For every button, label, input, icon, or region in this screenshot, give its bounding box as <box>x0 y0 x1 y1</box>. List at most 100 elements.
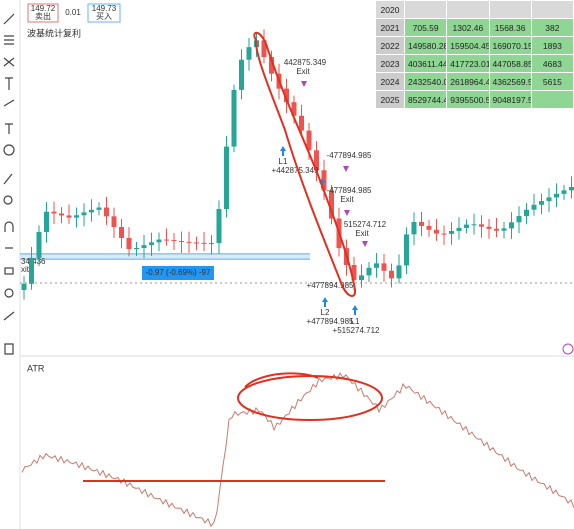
candle-body <box>426 225 432 230</box>
candle-body <box>411 221 417 235</box>
candle-body <box>194 242 199 244</box>
candle-body <box>359 275 364 281</box>
trade-label: +515274.712 <box>333 326 380 335</box>
table-cell: 2432540.02 <box>403 72 448 91</box>
table-cell: 4362569.57 <box>488 72 532 91</box>
candle-body <box>291 102 297 116</box>
candle-body <box>164 239 169 241</box>
candle-body <box>74 215 79 218</box>
buy-button[interactable] <box>87 3 121 23</box>
trade-labels: 442875.349 Exit L1 +442875.349 -477894.9… <box>272 58 387 335</box>
table-cell: 2618964.42 <box>446 72 490 91</box>
candle-body <box>381 263 387 271</box>
table-cell: 4683 <box>530 54 574 73</box>
candle-body <box>29 257 34 284</box>
candle-body <box>231 89 237 147</box>
buy-price: 149.73 <box>92 4 117 13</box>
table-row: 2020 <box>375 0 574 19</box>
stats-table: 2020 2021 705.59 1302.46 1568.36 382 2022 14958… <box>375 0 574 109</box>
measure-box <box>142 266 214 280</box>
candle-body <box>261 40 267 58</box>
candle-body <box>44 211 49 232</box>
table-cell: 705.59 <box>403 18 448 37</box>
table-cell <box>488 0 532 19</box>
buy-label: 买入 <box>96 12 112 21</box>
candle-body <box>306 130 312 151</box>
candle-body <box>479 224 484 227</box>
candle-body <box>36 231 42 258</box>
candle-body <box>246 47 252 60</box>
trade-label: 515274.712 <box>344 220 387 229</box>
candle-body <box>66 215 72 218</box>
candle-body <box>209 243 214 245</box>
candle-body <box>471 224 477 226</box>
table-cell: 2025 <box>375 90 405 109</box>
table-cell <box>530 0 574 19</box>
toolbar <box>0 0 20 529</box>
candle-body <box>239 59 244 90</box>
candle-body <box>389 270 394 279</box>
exit-arrows <box>301 81 368 249</box>
candle-body <box>81 212 87 216</box>
candle-body <box>351 265 357 281</box>
candle-body <box>269 57 274 74</box>
trade-label: Exit <box>340 195 354 204</box>
candle-body <box>96 207 102 210</box>
candle-body <box>186 241 192 243</box>
spread: 0.01 <box>65 8 81 17</box>
alert-icon[interactable] <box>562 343 574 355</box>
atr-title: ATR <box>27 363 45 373</box>
table-cell: 159504.45 <box>446 36 490 55</box>
candle-body <box>314 150 319 171</box>
trade-label: L1 <box>279 157 288 166</box>
table-cell: 9048197.52 <box>488 90 532 109</box>
candle-body <box>59 213 64 216</box>
candle-body <box>456 227 462 231</box>
candle-body <box>111 216 117 228</box>
candle-body <box>449 230 454 234</box>
table-cell: 2022 <box>375 36 405 55</box>
table-cell: 8529744.49 <box>403 90 448 109</box>
candle-body <box>21 283 27 290</box>
candle-body <box>561 190 567 194</box>
candle-body <box>486 226 492 229</box>
candle-body <box>134 247 139 250</box>
candle-body <box>216 208 222 244</box>
candle-body <box>464 224 469 228</box>
candle-body <box>126 237 132 250</box>
candle-body <box>89 209 94 213</box>
candle-body <box>501 228 507 231</box>
trade-label: L1 <box>351 317 360 326</box>
sell-label: 卖出 <box>35 11 51 21</box>
table-cell: 9395500.55 <box>446 90 490 109</box>
candle-body <box>404 234 409 266</box>
sell-price: 149.72 <box>31 4 56 13</box>
candle-body <box>119 227 124 238</box>
table-row: 2021 705.59 1302.46 1568.36 382 <box>375 18 574 37</box>
trade-label: L2 <box>321 308 330 317</box>
candle-body <box>171 240 177 242</box>
candle-body <box>224 146 229 209</box>
toolbar-icons[interactable] <box>3 13 15 355</box>
table-cell: 149580.28 <box>403 36 448 55</box>
table-cell: 1302.46 <box>446 18 490 37</box>
trade-label: Exit <box>296 67 310 76</box>
candle-body <box>321 170 327 191</box>
table-cell: 403611.44 <box>403 54 448 73</box>
table-cell <box>446 0 490 19</box>
table-row: 2023 403611.44 417723.01 447058.85 4683 <box>375 54 574 73</box>
candle-body <box>509 222 514 229</box>
trade-label: +477894.985 <box>307 317 354 326</box>
candle-body <box>441 233 447 235</box>
candle-body <box>329 190 334 219</box>
candle-body <box>374 263 379 268</box>
table-cell: 5615 <box>530 72 574 91</box>
trade-label: Exit <box>355 229 369 238</box>
table-cell: 169070.15 <box>488 36 532 55</box>
table-cell <box>530 90 574 109</box>
sell-button[interactable] <box>27 3 59 23</box>
